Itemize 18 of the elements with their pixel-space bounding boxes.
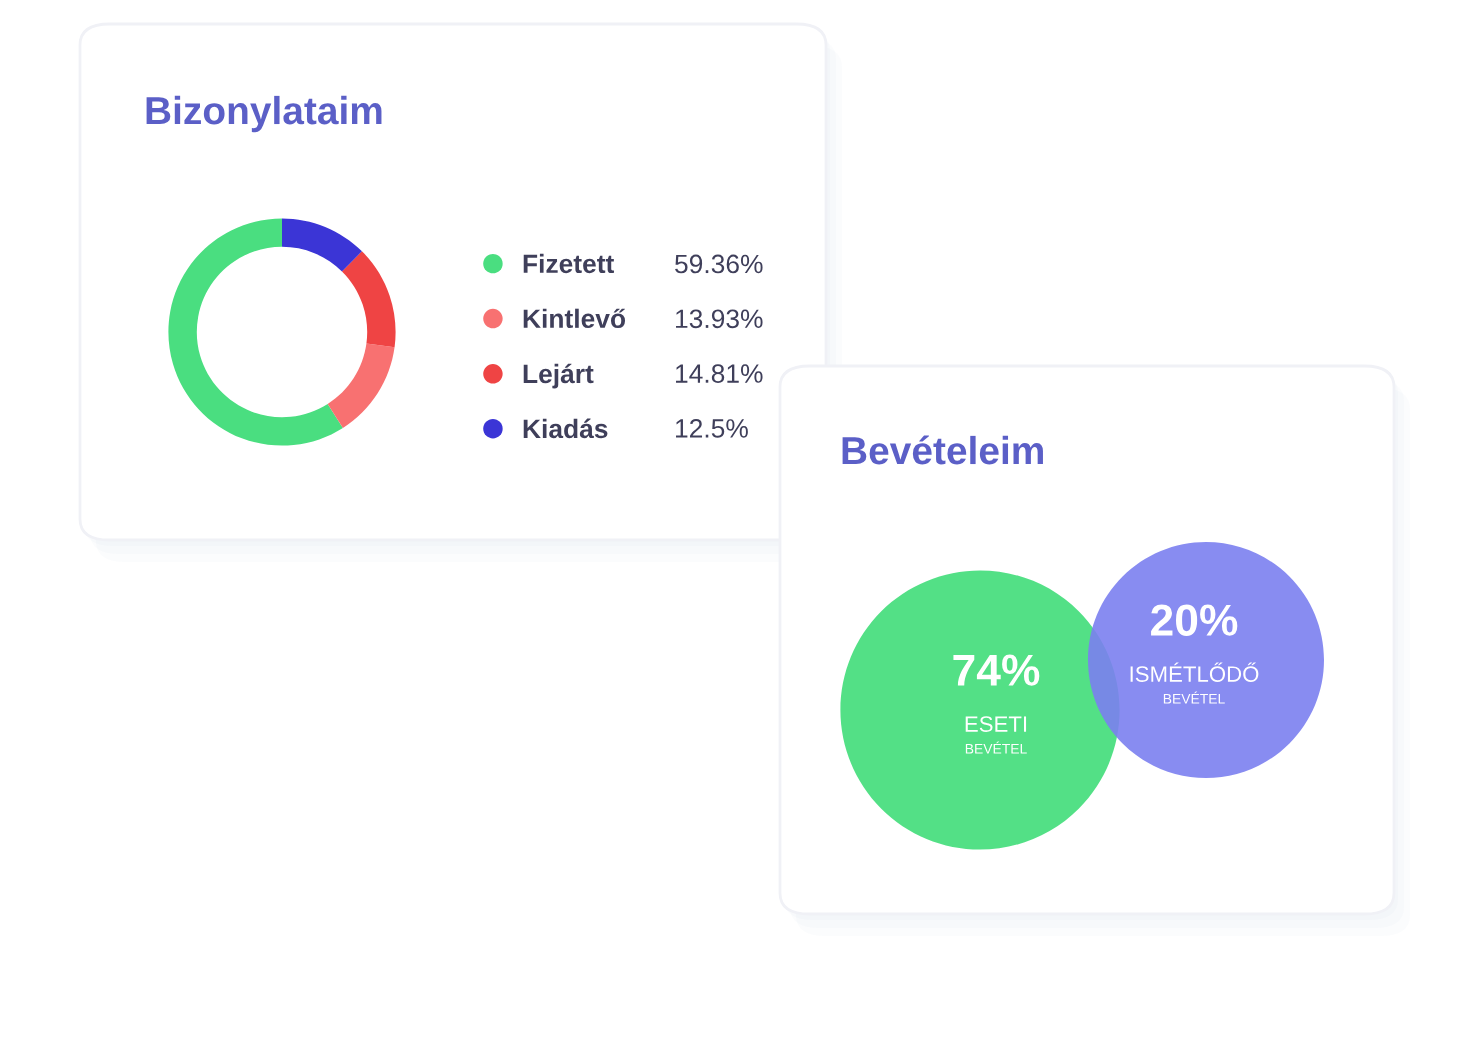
- text: Bevételeim: [842, 435, 1043, 465]
- chart-title: Bizonylataim: [146, 95, 382, 133]
- legend-label: Fizetett: [523, 253, 615, 274]
- data-label: 14.81%: [676, 364, 763, 383]
- donut-slice: [327, 343, 395, 428]
- legend-label: Kiadás: [523, 418, 608, 439]
- donut-slice: [168, 218, 343, 446]
- category-label: ESETI: [965, 716, 1027, 732]
- data-label: 74%: [953, 654, 1040, 686]
- category-label: ISMÉTLŐDŐ: [1130, 662, 1259, 682]
- legend-label: Lejárt: [523, 363, 594, 389]
- legend-label: Kintlevő: [523, 308, 626, 329]
- donut-slice: [341, 251, 396, 348]
- data-label: 12.5%: [676, 419, 748, 438]
- data-label: 13.93%: [676, 309, 763, 329]
- donut-slice: [282, 218, 362, 272]
- data-label: 20%: [1151, 604, 1238, 636]
- data-label: 59.36%: [675, 254, 763, 274]
